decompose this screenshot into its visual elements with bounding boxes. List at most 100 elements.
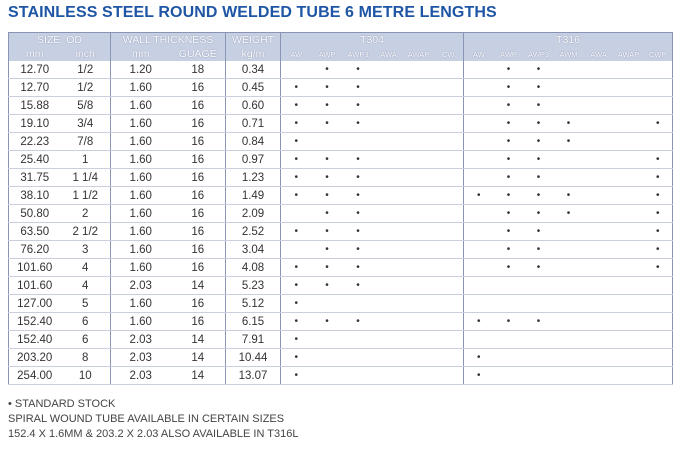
stock-dot <box>463 96 494 115</box>
stock-dot: • <box>311 61 343 79</box>
stock-dot: • <box>342 186 374 205</box>
cell: 19.10 <box>8 114 61 133</box>
stock-dot <box>373 78 404 97</box>
stock-dot <box>403 348 434 367</box>
cell: 1.23 <box>225 168 281 187</box>
cell: 4.08 <box>225 258 281 277</box>
stock-dot <box>493 366 524 385</box>
stock-dot <box>463 132 494 151</box>
stock-dot: • <box>493 186 524 205</box>
stock-dot: • <box>280 330 312 349</box>
cell: 3/4 <box>60 114 111 133</box>
cell: 76.20 <box>8 240 61 259</box>
stock-dot <box>583 294 614 313</box>
stock-dot <box>373 222 404 241</box>
stock-dot <box>373 96 404 115</box>
stock-dot <box>553 150 584 169</box>
stock-dot <box>373 204 404 223</box>
cell: 13.07 <box>225 366 281 385</box>
stock-dot: • <box>643 186 673 205</box>
cell: 1.20 <box>110 61 171 79</box>
cell: 12.70 <box>8 78 61 97</box>
stock-dot <box>373 240 404 259</box>
stock-dot <box>373 312 404 331</box>
stock-dot <box>643 366 673 385</box>
stock-dot: • <box>342 240 374 259</box>
stock-dot: • <box>523 204 554 223</box>
cell: 18 <box>170 61 226 79</box>
column-header: AWM <box>553 47 584 61</box>
stock-dot <box>553 96 584 115</box>
cell: 1.60 <box>110 240 171 259</box>
stock-dot <box>433 330 464 349</box>
stock-dot: • <box>342 114 374 133</box>
cell: 0.34 <box>225 61 281 79</box>
stock-dot <box>463 330 494 349</box>
stock-dot <box>280 204 312 223</box>
cell: 2 <box>60 204 111 223</box>
cell: 16 <box>170 240 226 259</box>
stock-dot <box>403 276 434 295</box>
cell: 101.60 <box>8 276 61 295</box>
note: SPIRAL WOUND TUBE AVAILABLE IN CERTAIN S… <box>8 413 285 425</box>
cell: 6.15 <box>225 312 281 331</box>
stock-dot <box>553 222 584 241</box>
stock-dot: • <box>463 312 494 331</box>
stock-dot <box>553 61 584 79</box>
stock-dot <box>403 294 434 313</box>
stock-dot <box>493 276 524 295</box>
stock-dot <box>311 132 343 151</box>
stock-dot <box>373 348 404 367</box>
notes: • STANDARD STOCK SPIRAL WOUND TUBE AVAILA… <box>8 397 298 442</box>
cell: 16 <box>170 168 226 187</box>
stock-dot <box>463 222 494 241</box>
table-row: 152.40 6 1.60 16 6.15 • • • • • • <box>8 312 673 331</box>
stock-dot <box>583 312 614 331</box>
cell: 16 <box>170 258 226 277</box>
table-header: SIZE, OD WALL THICKNESS WEIGHT T304 T316 mm in… <box>8 32 673 61</box>
stock-dot <box>280 61 312 79</box>
stock-dot <box>613 312 644 331</box>
stock-dot <box>373 276 404 295</box>
stock-dot <box>403 132 434 151</box>
stock-dot <box>463 61 494 79</box>
cell: 0.84 <box>225 132 281 151</box>
stock-dot: • <box>523 150 554 169</box>
stock-dot: • <box>493 78 524 97</box>
cell: 16 <box>170 186 226 205</box>
stock-dot <box>493 294 524 313</box>
stock-dot <box>613 61 644 79</box>
stock-dot <box>403 222 434 241</box>
cell: 0.60 <box>225 96 281 115</box>
stock-dot: • <box>342 78 374 97</box>
stock-dot: • <box>311 114 343 133</box>
cell: 31.75 <box>8 168 61 187</box>
stock-dot: • <box>493 168 524 187</box>
stock-dot <box>613 258 644 277</box>
stock-dot: • <box>523 258 554 277</box>
cell: 7.91 <box>225 330 281 349</box>
column-header: AWP <box>311 47 343 61</box>
stock-dot: • <box>523 186 554 205</box>
stock-dot: • <box>643 114 673 133</box>
stock-dot <box>583 222 614 241</box>
stock-dot: • <box>553 186 584 205</box>
stock-dot: • <box>493 240 524 259</box>
stock-dot: • <box>342 168 374 187</box>
stock-dot: • <box>311 96 343 115</box>
stock-dot: • <box>493 132 524 151</box>
stock-dot <box>403 114 434 133</box>
stock-dot <box>583 366 614 385</box>
stock-dot <box>613 78 644 97</box>
stock-dot <box>433 168 464 187</box>
note: • STANDARD STOCK <box>8 398 116 410</box>
table-row: 127.00 5 1.60 16 5.12 • <box>8 294 673 313</box>
cell: 2.03 <box>110 348 171 367</box>
stock-dot: • <box>342 222 374 241</box>
stock-dot <box>583 132 614 151</box>
stock-dot <box>613 168 644 187</box>
table-row: 38.10 1 1/2 1.60 16 1.49 • • • • • • • • <box>8 186 673 205</box>
stock-dot <box>311 366 343 385</box>
stock-dot <box>643 348 673 367</box>
column-header: AWP3 <box>523 47 554 61</box>
